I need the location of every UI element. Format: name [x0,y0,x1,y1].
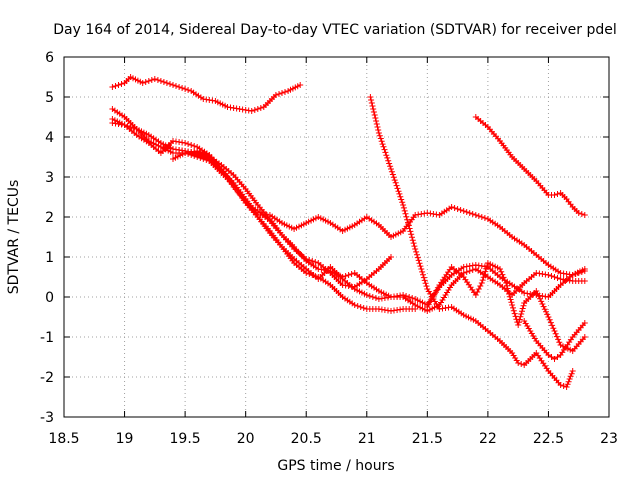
series-sat-h [424,260,588,354]
series-sat-a [109,74,304,114]
x-tick-label: 23 [600,431,618,447]
series-markers [109,74,304,114]
plot-frame [63,56,610,418]
data-series [109,74,588,390]
series-markers [109,116,588,278]
y-tick-label: 1 [45,250,54,266]
series-sat-d [109,116,588,278]
grid [64,57,609,417]
x-tick-label: 20 [237,431,255,447]
series-sat-j [521,318,588,362]
x-tick-label: 19 [116,431,134,447]
series-markers [170,148,588,314]
x-axis-label: GPS time / hours [277,458,394,474]
series-sat-f [170,148,588,314]
y-tick-label: 6 [45,50,54,66]
tick-labels: 18.5 19 19.5 20 20.5 21 21.5 22 22.5 23-3-2-10123… [40,50,618,447]
series-sat-i [472,114,588,218]
x-tick-label: 20.5 [291,431,322,447]
y-tick-label: -1 [40,330,54,346]
y-tick-label: 4 [45,130,54,146]
y-tick-label: -2 [40,370,54,386]
y-tick-label: 2 [45,210,54,226]
y-axis-label: SDTVAR / TECUs [6,180,22,295]
series-markers [521,318,588,362]
series-line [369,96,574,388]
series-sat-g [367,94,576,390]
y-tick-label: -3 [40,410,54,426]
series-markers [472,114,588,218]
series-markers [424,260,588,354]
x-tick-label: 21.5 [412,431,443,447]
series-markers [367,94,576,390]
x-tick-label: 19.5 [170,431,201,447]
x-tick-label: 22.5 [533,431,564,447]
chart-title: Day 164 of 2014, Sidereal Day-to-day VTE… [53,22,617,38]
y-tick-label: 5 [45,90,54,106]
x-tick-label: 18.5 [48,431,79,447]
x-tick-label: 22 [479,431,497,447]
y-tick-label: 3 [45,170,54,186]
y-tick-label: 0 [45,290,54,306]
series-line [523,320,586,360]
x-tick-label: 21 [358,431,376,447]
